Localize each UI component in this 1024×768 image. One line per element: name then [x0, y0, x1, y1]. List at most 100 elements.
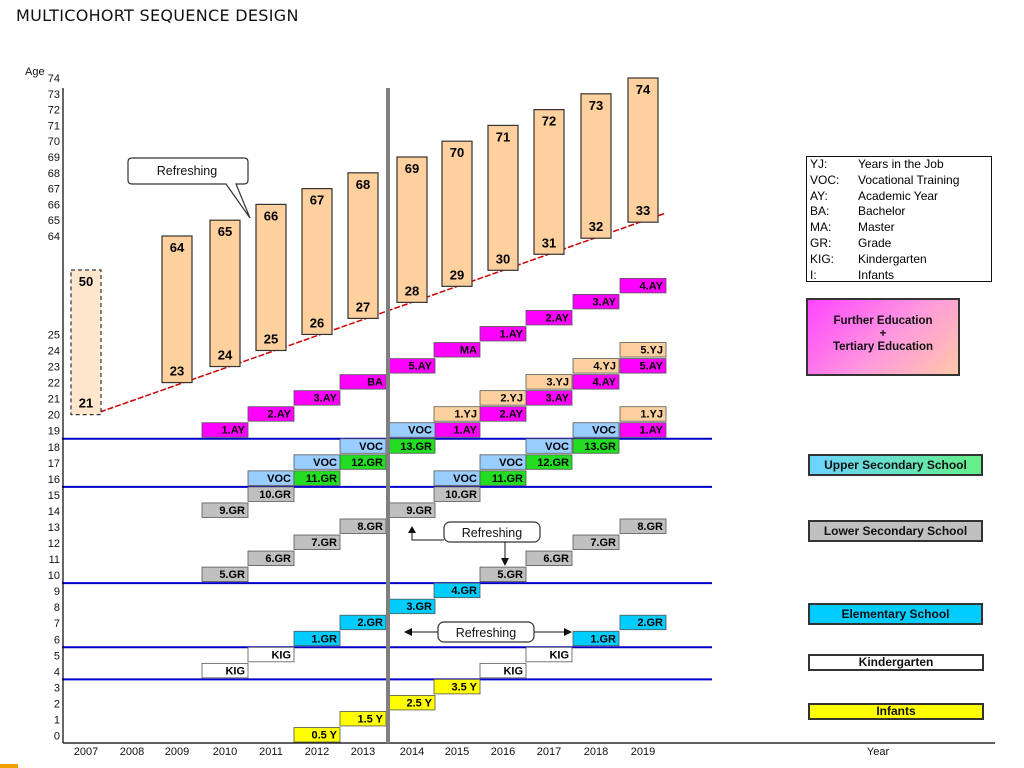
- cohort-box-label: 1.GR: [590, 633, 616, 645]
- refreshing-annotations: Refreshing Refreshing Refreshing: [127, 157, 572, 643]
- y-tick-label: 3: [54, 682, 60, 694]
- cohort-box-label: VOC: [545, 441, 569, 453]
- cohort-box-label: 1.GR: [311, 633, 337, 645]
- y-tick-label: 69: [48, 152, 60, 164]
- axes: Age0123456789101112131415161718192021222…: [25, 66, 995, 758]
- legend-definition: Vocational Training: [858, 172, 960, 187]
- cohort-bar-bottom-age: 29: [450, 267, 464, 282]
- y-tick-label: 24: [48, 346, 60, 358]
- cohort-bar-top-age: 68: [356, 177, 370, 192]
- cohort-box-label: KIG: [225, 665, 245, 677]
- legend-abbreviation: GR:: [810, 235, 832, 250]
- cohort-box: [201, 422, 249, 438]
- cohort-boxes: 1.AY 2.AY 3.AY BA 5.AY MA 1.AY 2.AY 3.AY 4.AY 1.AY…: [201, 277, 667, 743]
- cohort-box-label: 6.GR: [265, 553, 291, 565]
- cohort-box-label: 5.AY: [640, 361, 664, 373]
- y-tick-label: 11: [49, 554, 60, 566]
- cohort-box: [293, 727, 341, 743]
- y-tick-label: 19: [48, 426, 60, 438]
- cohort-box: [619, 422, 667, 438]
- legend-definition: Infants: [858, 267, 895, 282]
- cohort-box: [479, 566, 527, 582]
- corner-accent: [0, 764, 18, 768]
- abbreviation-legend: YJ: Years in the Job VOC: Vocational Traini…: [806, 156, 992, 282]
- x-tick-label: 2012: [305, 746, 329, 758]
- cohort-box-label: 8.GR: [357, 521, 383, 533]
- cohort-bar: [255, 203, 287, 352]
- x-tick-label: 2016: [491, 746, 515, 758]
- legend-row: KIG: Kindergarten: [810, 252, 991, 268]
- cohort-box-label: 4.GR: [451, 585, 477, 597]
- cohort-box-label: 2.AY: [268, 409, 292, 421]
- cohort-box-label: VOC: [313, 457, 337, 469]
- cohort-bar-top-age: 70: [450, 145, 464, 160]
- cohort-box: [247, 550, 295, 566]
- cohort-box: [619, 614, 667, 631]
- y-tick-label: 67: [48, 184, 60, 196]
- legend-definition: Academic Year: [858, 188, 939, 203]
- y-tick-label: 13: [48, 522, 60, 534]
- y-tick-label: 12: [48, 538, 60, 550]
- cohort-bar-top-age: 66: [264, 208, 278, 223]
- cohort-bar-bottom-age: 28: [405, 283, 419, 298]
- x-axis-title: Year: [867, 746, 890, 758]
- y-tick-label: 4: [54, 666, 60, 678]
- cohort-box-label: KIG: [503, 665, 523, 677]
- cohort-box-label: BA: [367, 377, 383, 389]
- cohort-box-label: MA: [460, 345, 477, 357]
- y-axis-title: Age: [25, 66, 45, 78]
- cohort-box-label: 3.AY: [593, 296, 617, 308]
- cohort-box-label: 1.AY: [454, 425, 478, 437]
- arrowhead-down: [501, 558, 509, 566]
- cohort-box-label: 11.GR: [306, 473, 337, 485]
- refreshing-callout-shape: [127, 157, 251, 219]
- cohort-box-label: 0.5 Y: [312, 730, 338, 742]
- cohort-box-label: VOC: [267, 473, 291, 485]
- y-tick-label: 0: [54, 731, 60, 743]
- cohort-box-label: 8.GR: [637, 521, 663, 533]
- y-tick-label: 14: [48, 506, 60, 518]
- cohort-box-label: 5.GR: [497, 569, 523, 581]
- cohort-bar-bottom-age: 21: [79, 396, 93, 411]
- cohort-box-label: KIG: [549, 649, 569, 661]
- cohort-box-label: 5.AY: [409, 361, 433, 373]
- cohort-box-label: 4.AY: [640, 280, 664, 292]
- y-tick-label: 2: [54, 698, 60, 710]
- cohort-box-label: 3.AY: [546, 393, 570, 405]
- stage-further-line1: Further Education: [833, 315, 933, 327]
- stage-upper-secondary: Upper Secondary School: [808, 454, 983, 476]
- x-tick-label: 2008: [120, 746, 144, 758]
- cohort-box-label: 3.YJ: [546, 377, 569, 389]
- cohort-bar-bottom-age: 26: [310, 315, 324, 330]
- y-tick-label: 18: [48, 442, 60, 454]
- cohort-bar-bottom-age: 31: [542, 235, 556, 250]
- y-tick-label: 73: [48, 89, 60, 101]
- cohort-box: [525, 310, 573, 326]
- cohort-box: [433, 678, 481, 695]
- cohort-bar-top-age: 50: [79, 274, 93, 289]
- legend-abbreviation: YJ:: [810, 157, 828, 171]
- cohort-box: [247, 646, 295, 663]
- cohort-box-label: 6.GR: [543, 553, 569, 565]
- y-tick-label: 65: [48, 215, 60, 227]
- y-tick-label: 23: [48, 362, 60, 374]
- legend-definition: Kindergarten: [858, 251, 927, 266]
- page-title: MULTICOHORT SEQUENCE DESIGN: [16, 6, 299, 25]
- cohort-box: [479, 470, 527, 486]
- trend-line-group: [99, 212, 667, 413]
- cohort-bar: [487, 124, 519, 271]
- cohort-box-label: 2.GR: [637, 617, 663, 629]
- cohort-box: [247, 486, 295, 502]
- cohort-box-label: 9.GR: [219, 505, 245, 517]
- arrowhead-right: [564, 628, 572, 636]
- cohort-box: [572, 358, 620, 374]
- x-tick-label: 2013: [351, 746, 375, 758]
- legend-definition: Bachelor: [858, 204, 906, 219]
- legend-definition: Grade: [858, 235, 892, 250]
- x-tick-label: 2014: [400, 746, 424, 758]
- legend-definition: Years in the Job: [858, 157, 944, 171]
- cohort-bar-top-age: 69: [405, 161, 419, 176]
- cohort-bar-bottom-age: 33: [636, 203, 650, 218]
- y-tick-label: 8: [54, 602, 60, 614]
- stage-infants: Infants: [808, 703, 984, 720]
